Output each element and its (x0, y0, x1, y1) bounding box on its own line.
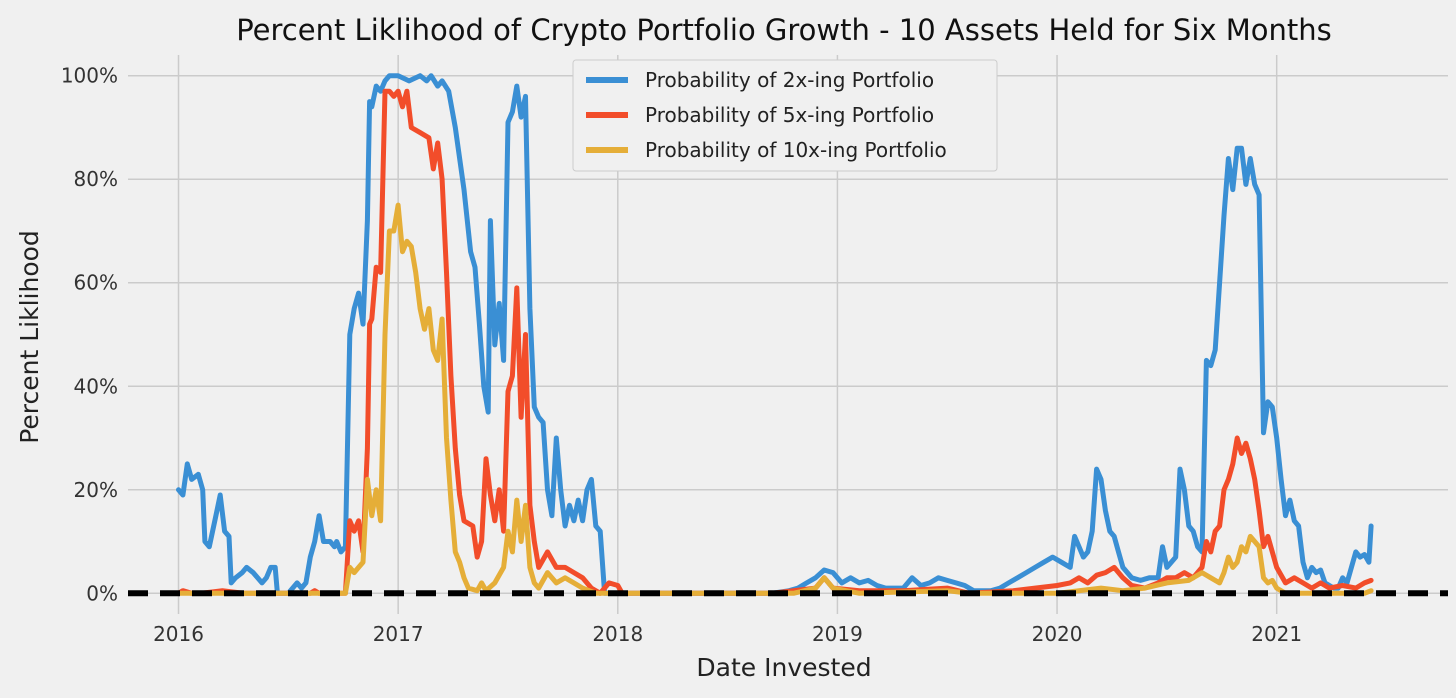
legend-label-5x: Probability of 5x-ing Portfolio (645, 103, 934, 127)
legend-label-2x: Probability of 2x-ing Portfolio (645, 68, 934, 92)
legend: Probability of 2x-ing Portfolio Probabil… (572, 59, 998, 172)
x-axis-label: Date Invested (696, 653, 871, 682)
x-tick-label: 2019 (812, 622, 863, 646)
x-tick-label: 2020 (1032, 622, 1083, 646)
x-tick-label: 2018 (592, 622, 643, 646)
legend-box (572, 59, 998, 172)
y-tick-label: 60% (74, 271, 118, 295)
x-tick-label: 2021 (1251, 622, 1302, 646)
chart-title: Percent Liklihood of Crypto Portfolio Gr… (236, 13, 1332, 47)
series-line-1 (176, 88, 1374, 596)
x-tick-label: 2016 (153, 622, 204, 646)
series-line-0 (176, 73, 1374, 596)
series-lines (176, 73, 1374, 596)
y-tick-label: 40% (74, 374, 118, 398)
legend-label-10x: Probability of 10x-ing Portfolio (645, 138, 947, 162)
y-axis-label: Percent Liklihood (15, 230, 44, 444)
y-tick-label: 80% (74, 167, 118, 191)
y-axis-ticks: 0% 20% 40% 60% 80% 100% (61, 64, 118, 606)
series-line-2 (176, 202, 1374, 596)
x-axis-ticks: 2016 2017 2018 2019 2020 2021 (153, 622, 1302, 646)
y-tick-label: 0% (86, 581, 118, 605)
x-tick-label: 2017 (373, 622, 424, 646)
y-tick-label: 100% (61, 64, 118, 88)
y-tick-label: 20% (74, 478, 118, 502)
